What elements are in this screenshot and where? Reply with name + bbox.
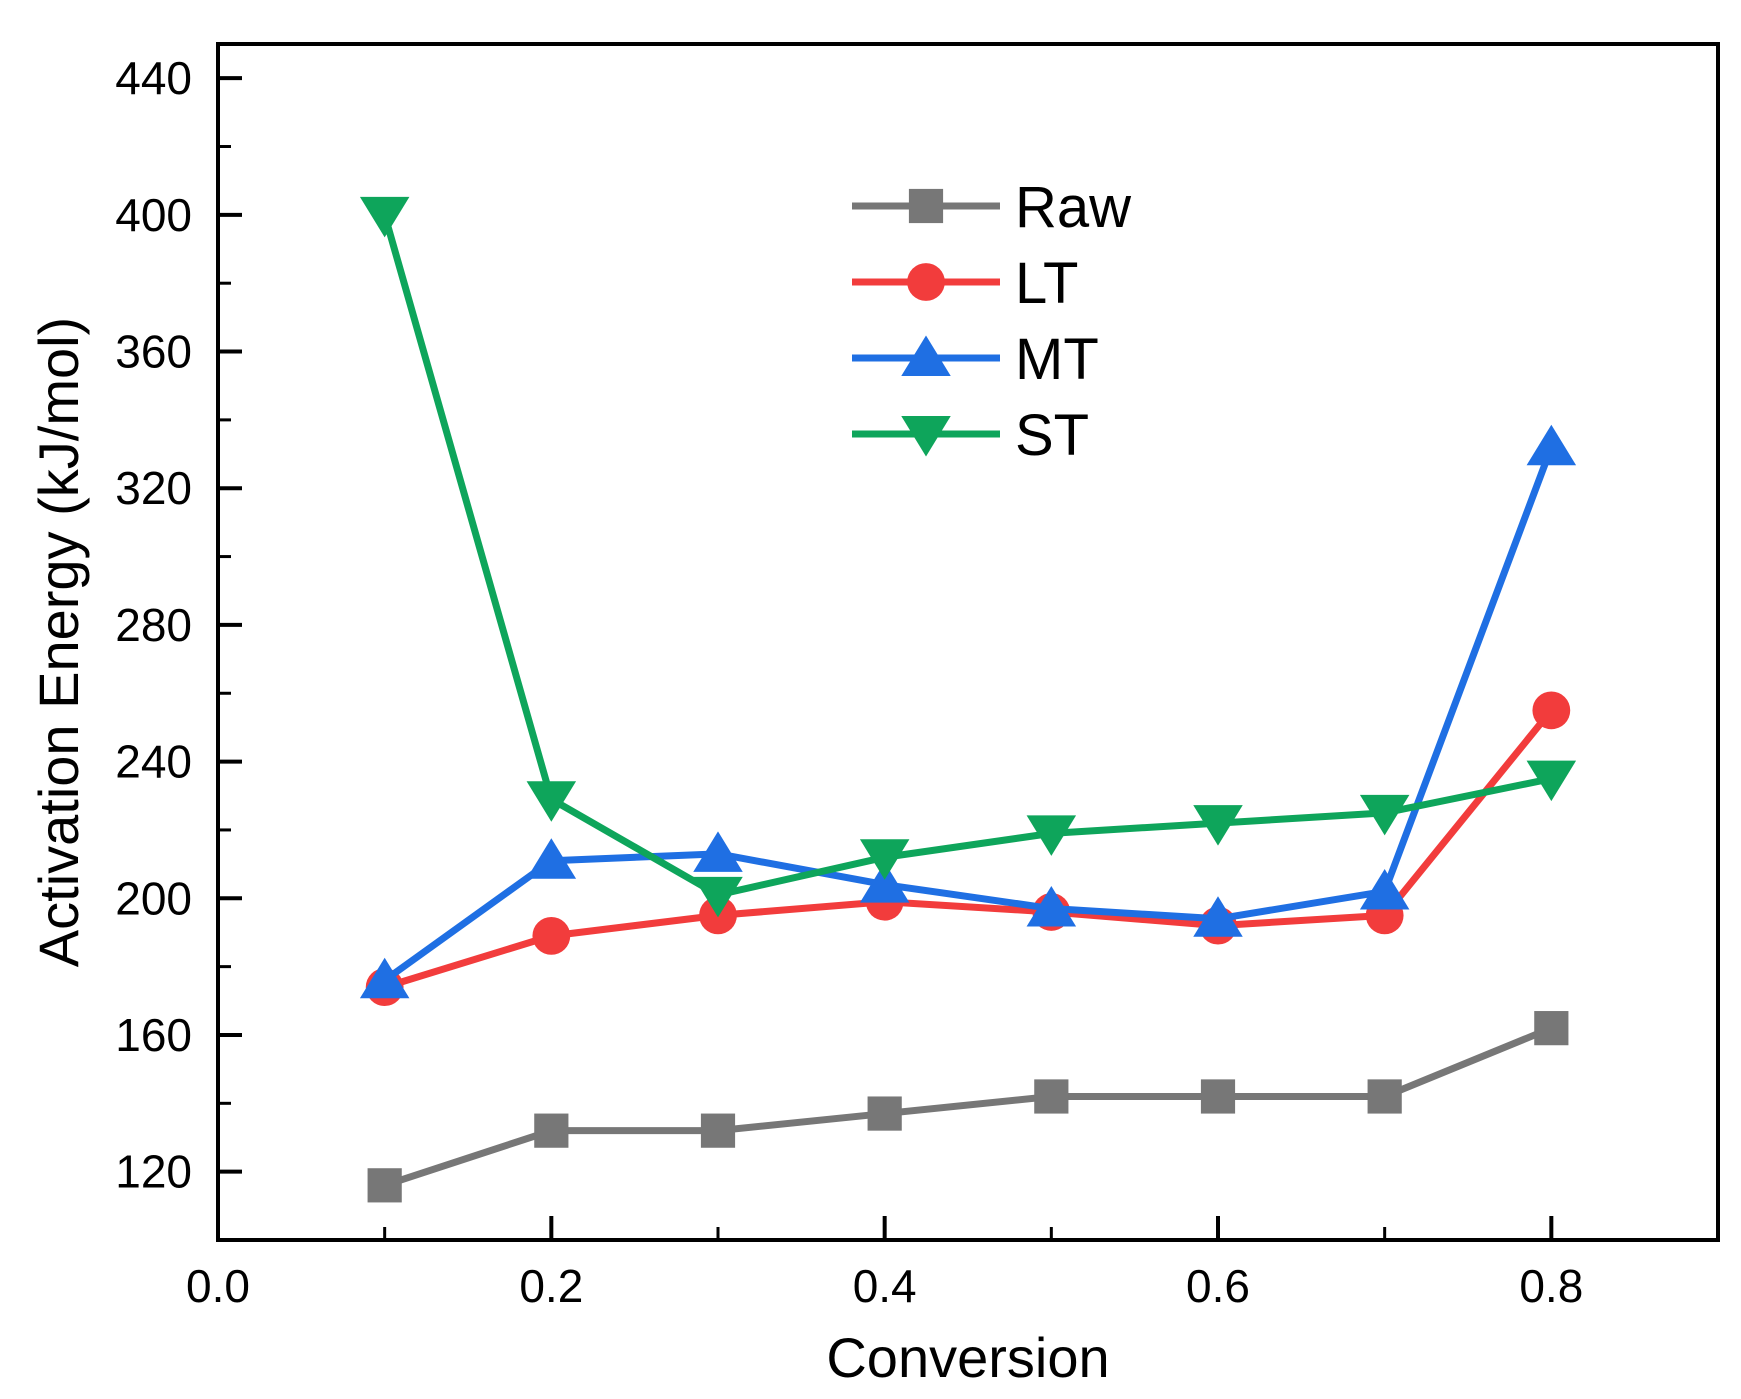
data-point-raw [867, 1096, 902, 1131]
legend-item-lt: LT [852, 251, 1078, 316]
data-point-raw [367, 1168, 402, 1203]
series-layer [359, 196, 1577, 1203]
series-line-st [381, 213, 1553, 899]
y-tick-label: 320 [115, 462, 192, 514]
y-tick-label: 240 [115, 736, 192, 788]
data-point-mt [693, 831, 743, 872]
y-axis: 120 160 200 240 280 320 360 400 440 [115, 52, 242, 1198]
series-mt [359, 424, 1577, 999]
data-point-mt [1359, 868, 1410, 910]
x-axis-title: Conversion [826, 1326, 1109, 1389]
series-line-raw [383, 1024, 1553, 1189]
x-tick-label: 0.6 [1186, 1260, 1250, 1312]
legend-label: LT [1015, 251, 1078, 316]
legend: Raw LT MT ST [852, 175, 1132, 468]
y-tick-label: 200 [115, 872, 192, 924]
series-line-lt [383, 708, 1555, 991]
legend-marker [901, 335, 951, 376]
data-point-st [1526, 760, 1577, 802]
x-tick-label: 0.8 [1519, 1260, 1583, 1312]
data-point-mt [1526, 424, 1577, 466]
y-tick-label: 400 [115, 189, 192, 241]
data-point-mt [859, 862, 910, 903]
data-point-st [1359, 794, 1410, 836]
series-st [359, 196, 1577, 918]
legend-label: ST [1015, 403, 1089, 468]
legend-label: MT [1015, 327, 1099, 392]
y-tick-label: 280 [115, 599, 192, 651]
legend-item-mt: MT [852, 327, 1099, 392]
y-tick-label: 120 [115, 1146, 192, 1198]
x-tick-label: 0.0 [186, 1260, 250, 1312]
legend-marker [901, 416, 951, 457]
y-tick-label: 360 [115, 326, 192, 378]
data-point-raw [1534, 1011, 1569, 1046]
legend-marker [908, 188, 944, 224]
data-point-lt [1532, 691, 1571, 730]
data-point-mt [526, 838, 577, 879]
y-tick-label: 440 [115, 52, 192, 104]
data-point-raw [700, 1113, 736, 1148]
data-point-raw [1367, 1079, 1402, 1114]
data-point-lt [532, 916, 571, 955]
data-point-mt [359, 957, 410, 999]
series-line-mt [382, 445, 1555, 984]
data-point-raw [1034, 1079, 1069, 1114]
data-point-st [1193, 805, 1243, 846]
legend-item-raw: Raw [852, 175, 1132, 240]
x-axis: 0.0 0.2 0.4 0.6 0.8 [186, 1216, 1720, 1312]
data-point-st [1026, 815, 1077, 856]
data-point-raw [534, 1113, 569, 1148]
plot-area [216, 42, 1720, 1242]
y-axis-title: Activation Energy (kJ/mol) [27, 317, 90, 967]
data-point-mt [1026, 886, 1077, 927]
data-point-raw [1200, 1079, 1236, 1114]
series-raw [367, 1011, 1569, 1203]
data-point-st [693, 876, 743, 918]
x-tick-label: 0.4 [853, 1260, 917, 1312]
data-point-st [526, 781, 577, 822]
data-point-mt [1193, 896, 1243, 937]
legend-item-st: ST [852, 403, 1089, 468]
y-tick-label: 160 [115, 1009, 192, 1061]
data-point-st [359, 196, 410, 238]
data-point-st [859, 839, 910, 880]
legend-marker [907, 263, 945, 301]
legend-label: Raw [1015, 175, 1132, 240]
x-tick-label: 0.2 [519, 1260, 583, 1312]
